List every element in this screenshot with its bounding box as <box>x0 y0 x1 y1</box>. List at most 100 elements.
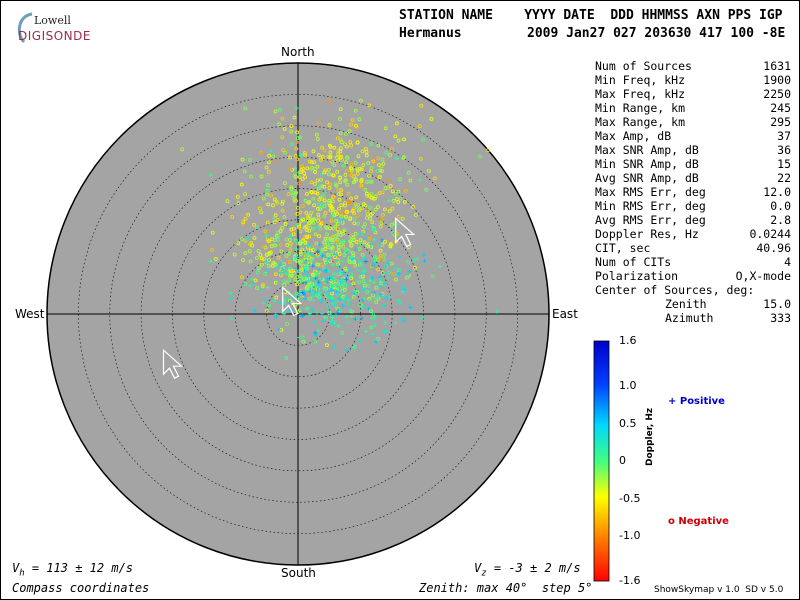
source-point-negative <box>406 170 411 175</box>
source-point-positive <box>417 178 422 183</box>
source-point-negative <box>343 266 348 271</box>
stat-row: Max Freq, kHz 2250 <box>595 87 791 101</box>
source-point-negative <box>311 248 315 253</box>
source-point-negative <box>300 247 305 252</box>
source-point-negative <box>338 117 343 121</box>
source-point-positive <box>335 299 340 304</box>
source-point-negative <box>363 187 368 192</box>
source-point-negative <box>371 293 375 298</box>
source-point-negative <box>288 166 293 171</box>
source-point-negative <box>390 206 395 211</box>
source-point-positive <box>317 268 322 273</box>
source-point-negative <box>378 174 383 179</box>
source-point-negative <box>430 274 435 279</box>
source-point-negative <box>275 235 280 240</box>
source-point-positive <box>340 259 345 264</box>
source-point-positive <box>329 312 334 317</box>
source-point-positive <box>296 170 301 175</box>
source-point-positive <box>363 236 368 241</box>
stat-label: Min Range, km <box>595 101 686 115</box>
source-point-positive <box>383 320 388 325</box>
source-point-negative <box>327 310 332 315</box>
legend-positive: + Positive <box>668 396 725 407</box>
stat-row: Num of Sources 1631 <box>595 59 791 73</box>
source-point-positive <box>320 253 325 258</box>
source-point-negative <box>343 178 348 183</box>
stat-value: 245 <box>770 101 791 115</box>
source-point-negative <box>398 177 403 181</box>
source-point-negative <box>328 150 333 155</box>
source-point-negative <box>325 180 329 185</box>
source-point-positive <box>395 272 400 277</box>
source-point-negative <box>361 279 366 284</box>
source-point-positive <box>401 289 406 294</box>
source-point-positive <box>337 221 342 226</box>
source-point-negative <box>287 251 292 256</box>
source-point-negative <box>292 173 297 178</box>
source-point-positive <box>323 299 328 304</box>
source-point-negative <box>368 205 373 210</box>
source-point-positive <box>295 239 300 244</box>
source-point-negative <box>363 146 368 151</box>
source-point-positive <box>319 276 324 281</box>
source-point-positive <box>352 346 357 351</box>
source-point-negative <box>367 193 372 198</box>
source-point-negative <box>339 140 344 144</box>
stat-label: Num of CITs <box>595 255 672 269</box>
source-point-negative <box>369 165 374 170</box>
source-point-negative <box>358 302 363 307</box>
source-point-positive <box>377 284 382 289</box>
center-zenith-value: 15.0 <box>763 297 791 311</box>
source-point-negative <box>322 148 327 153</box>
source-point-positive <box>321 319 326 324</box>
source-point-negative <box>343 283 348 288</box>
source-point-positive <box>332 345 337 350</box>
source-point-negative <box>338 107 343 112</box>
source-point-negative <box>486 148 491 152</box>
source-point-negative <box>343 203 347 208</box>
source-point-negative <box>273 109 278 114</box>
center-azimuth-value: 333 <box>770 311 791 325</box>
source-point-positive <box>316 285 321 290</box>
source-point-negative <box>287 278 292 283</box>
source-point-negative <box>356 213 360 218</box>
source-point-positive <box>335 258 340 263</box>
velocity-arrows <box>162 217 416 380</box>
source-point-negative <box>317 234 321 238</box>
source-point-negative <box>356 221 360 226</box>
source-point-positive <box>353 317 358 322</box>
source-point-negative <box>369 325 374 330</box>
source-point-positive <box>366 306 371 311</box>
source-point-positive <box>373 261 378 266</box>
stat-value: 15 <box>777 157 791 171</box>
source-point-negative <box>322 184 327 189</box>
source-point-negative <box>347 200 352 204</box>
colorbar-tick-label: 0 <box>619 454 626 467</box>
source-point-negative <box>301 217 305 222</box>
source-point-positive <box>362 269 367 274</box>
source-point-negative <box>366 283 371 288</box>
source-point-negative <box>310 160 314 165</box>
source-point-negative <box>370 220 375 224</box>
source-point-positive <box>347 282 352 287</box>
source-point-negative <box>355 290 360 295</box>
source-point-negative <box>300 203 305 208</box>
source-point-positive <box>400 285 405 290</box>
source-point-positive <box>355 233 360 238</box>
source-point-positive <box>369 316 374 321</box>
source-point-positive <box>396 298 401 303</box>
source-point-positive <box>344 314 349 319</box>
source-point-negative <box>335 136 340 141</box>
source-point-positive <box>333 313 338 318</box>
source-point-negative <box>267 160 271 165</box>
source-point-negative <box>340 239 344 243</box>
source-point-negative <box>283 150 288 155</box>
source-point-negative <box>239 182 244 187</box>
source-point-negative <box>240 222 245 226</box>
source-point-negative <box>309 167 313 172</box>
source-point-positive <box>371 264 376 269</box>
source-point-negative <box>334 155 339 160</box>
source-point-positive <box>373 296 378 301</box>
source-point-negative <box>369 179 374 184</box>
source-point-negative <box>344 209 349 214</box>
